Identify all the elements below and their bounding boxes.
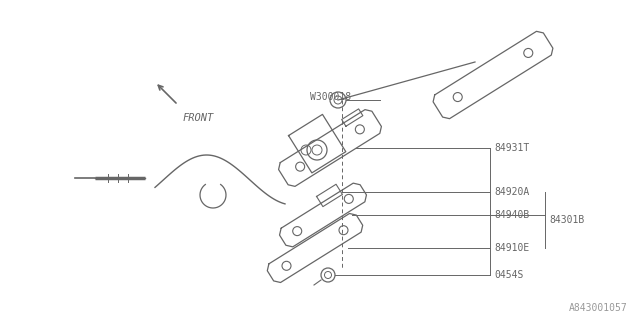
Text: 0454S: 0454S	[494, 270, 524, 280]
Text: W300018: W300018	[310, 92, 351, 102]
Text: 84301B: 84301B	[549, 215, 584, 225]
Text: 84910E: 84910E	[494, 243, 529, 253]
Text: 84940B: 84940B	[494, 210, 529, 220]
Text: 84920A: 84920A	[494, 187, 529, 197]
Text: 84931T: 84931T	[494, 143, 529, 153]
Text: A843001057: A843001057	[569, 303, 628, 313]
Text: FRONT: FRONT	[183, 113, 214, 123]
